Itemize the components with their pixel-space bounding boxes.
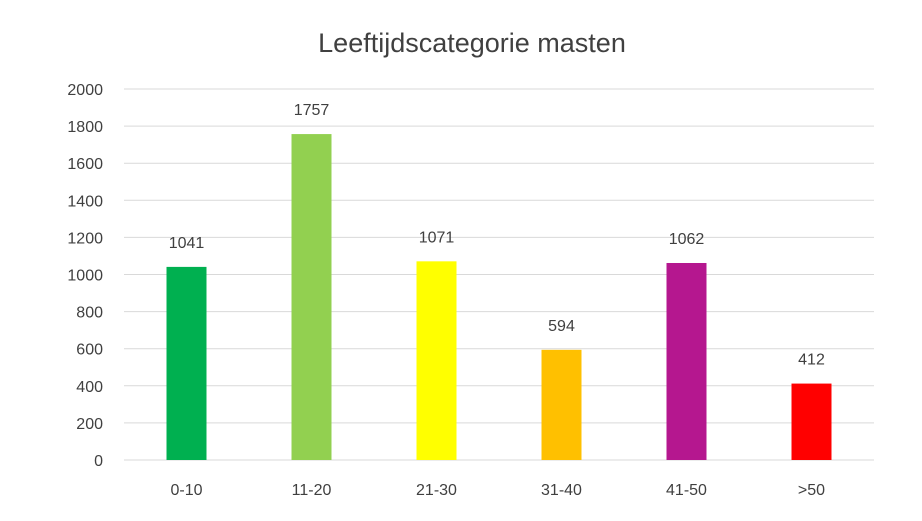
y-tick-label: 600 xyxy=(76,342,103,359)
x-tick-label: 41-50 xyxy=(666,482,707,499)
y-tick-label: 800 xyxy=(76,305,103,322)
y-tick-label: 1000 xyxy=(67,268,103,285)
x-tick-label: 11-20 xyxy=(292,482,332,499)
y-tick-label: 1600 xyxy=(67,156,103,173)
bars xyxy=(166,134,832,460)
x-tick-label: 21-30 xyxy=(416,482,457,499)
y-axis-ticks: 0 200 400 600 800 1000 1200 1400 1600 1800 2000 xyxy=(67,82,103,470)
data-label: 1071 xyxy=(419,229,455,246)
data-label: 594 xyxy=(548,318,575,335)
y-tick-label: 2000 xyxy=(67,82,103,99)
y-tick-label: 1200 xyxy=(67,230,103,247)
y-tick-label: 200 xyxy=(76,416,103,433)
data-labels: 1041 1757 1071 594 1062 412 xyxy=(169,102,825,368)
data-label: 1062 xyxy=(669,231,705,248)
x-tick-label: >50 xyxy=(798,482,825,499)
bar-6 xyxy=(791,383,832,460)
x-tick-label: 31-40 xyxy=(541,482,582,499)
x-axis-ticks: 0-10 11-20 21-30 31-40 41-50 >50 xyxy=(170,482,825,499)
y-tick-label: 1800 xyxy=(67,119,103,136)
x-tick-label: 0-10 xyxy=(170,482,202,499)
data-label: 412 xyxy=(798,352,825,369)
y-tick-label: 0 xyxy=(94,453,103,470)
y-tick-label: 400 xyxy=(76,379,103,396)
data-label: 1757 xyxy=(294,102,330,119)
y-tick-label: 1400 xyxy=(67,193,103,210)
bar-3 xyxy=(416,261,457,460)
bar-1 xyxy=(166,266,207,460)
bar-5 xyxy=(666,262,707,460)
gridlines xyxy=(124,88,874,461)
chart-title: Leeftijdscategorie masten xyxy=(318,28,626,58)
bar-2 xyxy=(291,134,332,460)
bar-4 xyxy=(541,349,582,460)
data-label: 1041 xyxy=(169,235,205,252)
